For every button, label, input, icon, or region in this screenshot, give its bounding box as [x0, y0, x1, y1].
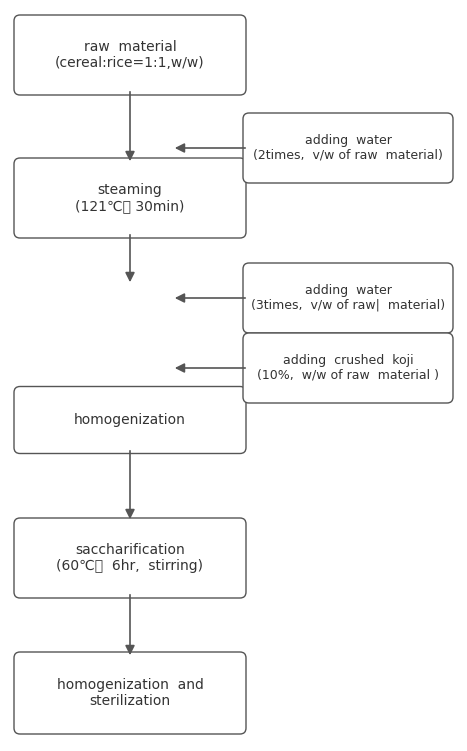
Text: adding  water: adding water — [304, 134, 391, 147]
Text: raw  material: raw material — [84, 40, 177, 54]
FancyBboxPatch shape — [14, 158, 246, 238]
FancyBboxPatch shape — [243, 113, 453, 183]
FancyBboxPatch shape — [14, 15, 246, 95]
FancyBboxPatch shape — [243, 263, 453, 333]
Text: (cereal:rice=1:1,w/w): (cereal:rice=1:1,w/w) — [55, 56, 205, 70]
Text: (121℃， 30min): (121℃， 30min) — [75, 199, 184, 213]
Text: adding  crushed  koji: adding crushed koji — [283, 354, 413, 367]
Text: (2times,  v/w of raw  material): (2times, v/w of raw material) — [253, 149, 443, 161]
Text: (10%,  w/w of raw  material ): (10%, w/w of raw material ) — [257, 369, 439, 382]
Text: sterilization: sterilization — [90, 694, 170, 708]
Text: homogenization  and: homogenization and — [57, 678, 204, 692]
Text: adding  water: adding water — [304, 285, 391, 297]
Text: (3times,  v/w of raw|  material): (3times, v/w of raw| material) — [251, 299, 445, 312]
Text: saccharification: saccharification — [75, 543, 185, 557]
FancyBboxPatch shape — [14, 652, 246, 734]
Text: steaming: steaming — [98, 183, 163, 197]
FancyBboxPatch shape — [14, 518, 246, 598]
FancyBboxPatch shape — [14, 387, 246, 454]
Text: homogenization: homogenization — [74, 413, 186, 427]
FancyBboxPatch shape — [243, 333, 453, 403]
Text: (60℃，  6hr,  stirring): (60℃， 6hr, stirring) — [57, 559, 204, 573]
